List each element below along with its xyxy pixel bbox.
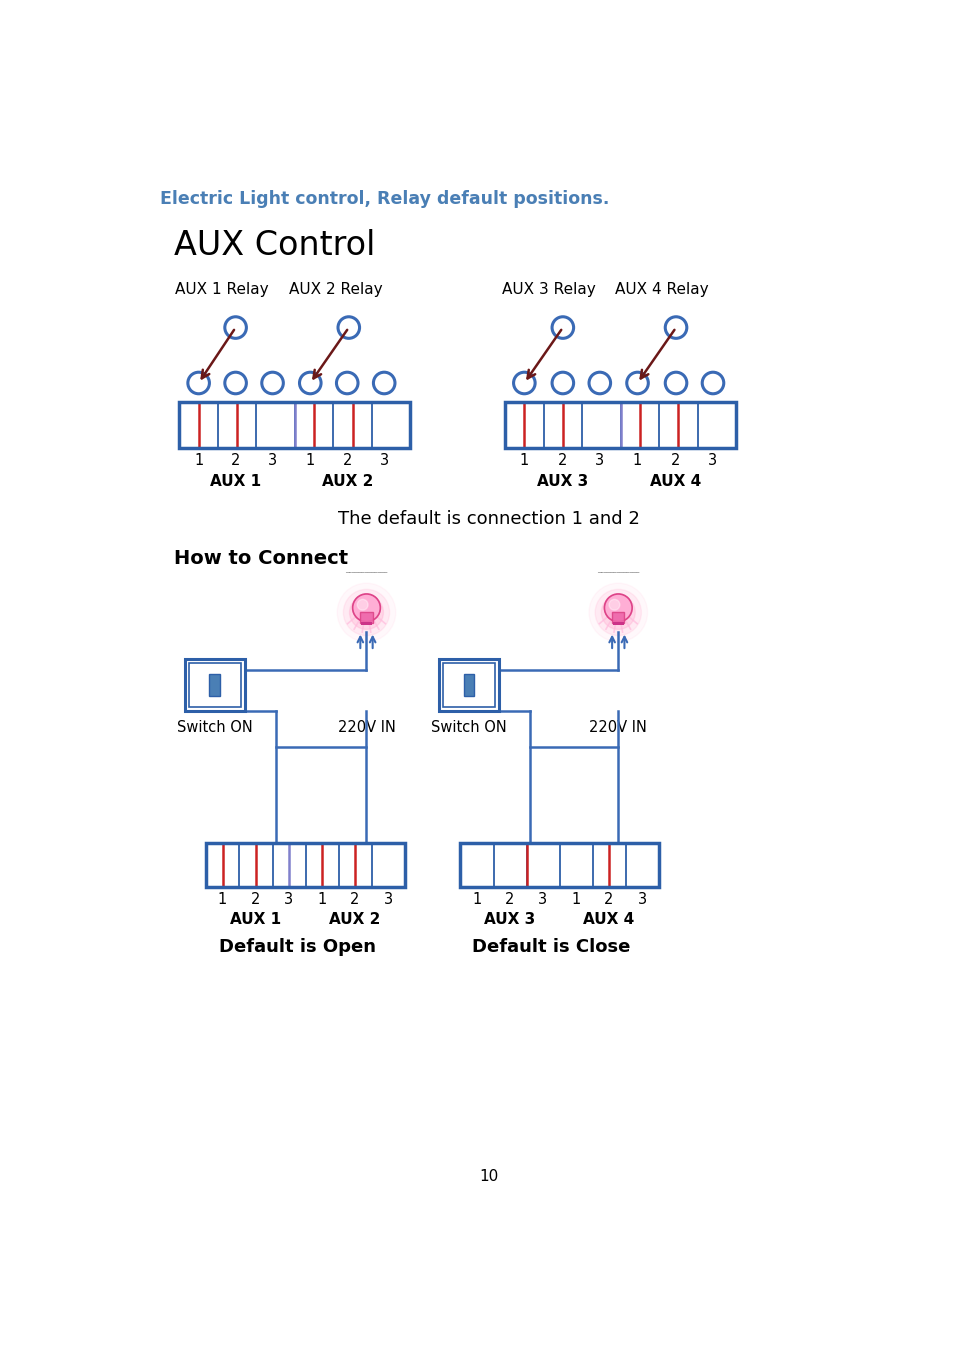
Text: AUX 1 Relay: AUX 1 Relay: [174, 282, 268, 297]
Text: 1: 1: [317, 892, 326, 907]
Text: ─────────────: ─────────────: [345, 571, 387, 576]
Text: AUX 3: AUX 3: [483, 913, 535, 927]
Bar: [438, 659, 498, 711]
Text: AUX Control: AUX Control: [173, 228, 375, 262]
Text: AUX 1: AUX 1: [230, 913, 281, 927]
Bar: [189, 663, 241, 707]
Circle shape: [336, 583, 395, 641]
Text: 3: 3: [637, 892, 646, 907]
Text: 10: 10: [478, 1169, 498, 1184]
Text: 220V IN: 220V IN: [589, 721, 646, 736]
Text: Switch ON: Switch ON: [176, 721, 253, 736]
Text: How to Connect: How to Connect: [173, 549, 348, 568]
Text: AUX 4: AUX 4: [583, 913, 634, 927]
Bar: [210, 674, 220, 695]
Text: 220V IN: 220V IN: [337, 721, 395, 736]
Text: 1: 1: [519, 454, 528, 468]
Circle shape: [608, 599, 619, 610]
Text: Electric Light control, Relay default positions.: Electric Light control, Relay default po…: [160, 190, 609, 208]
Bar: [185, 659, 245, 711]
Text: AUX 1: AUX 1: [210, 474, 261, 489]
Bar: [179, 402, 410, 448]
Text: 2: 2: [231, 454, 240, 468]
Text: 1: 1: [472, 892, 480, 907]
Text: 3: 3: [708, 454, 717, 468]
Text: 3: 3: [284, 892, 293, 907]
Circle shape: [595, 590, 640, 636]
Bar: [612, 613, 624, 624]
Text: 3: 3: [268, 454, 276, 468]
Text: 3: 3: [379, 454, 389, 468]
Text: AUX 3: AUX 3: [537, 474, 588, 489]
Text: 2: 2: [350, 892, 359, 907]
Bar: [361, 622, 372, 625]
Bar: [612, 622, 623, 625]
Text: ─────────────: ─────────────: [597, 571, 639, 576]
Text: The default is connection 1 and 2: The default is connection 1 and 2: [337, 509, 639, 528]
Circle shape: [343, 590, 389, 636]
Circle shape: [349, 595, 383, 629]
Text: Switch ON: Switch ON: [431, 721, 506, 736]
Circle shape: [588, 583, 647, 641]
Text: 2: 2: [342, 454, 352, 468]
Circle shape: [353, 594, 380, 622]
Text: 2: 2: [671, 454, 680, 468]
Text: 2: 2: [558, 454, 567, 468]
Text: 3: 3: [537, 892, 547, 907]
Text: Default is Open: Default is Open: [218, 938, 375, 956]
Bar: [360, 613, 373, 624]
Bar: [442, 663, 495, 707]
Bar: [463, 674, 474, 695]
Text: 1: 1: [571, 892, 580, 907]
Bar: [206, 844, 405, 887]
Text: 3: 3: [595, 454, 604, 468]
Text: AUX 4 Relay: AUX 4 Relay: [615, 282, 708, 297]
Text: 2: 2: [251, 892, 260, 907]
Text: AUX 4: AUX 4: [650, 474, 700, 489]
Text: 2: 2: [504, 892, 514, 907]
Circle shape: [356, 599, 368, 610]
Text: 1: 1: [632, 454, 641, 468]
Bar: [504, 402, 736, 448]
Text: AUX 2: AUX 2: [329, 913, 380, 927]
Circle shape: [604, 594, 632, 622]
Circle shape: [600, 595, 635, 629]
Bar: [460, 844, 659, 887]
Text: 1: 1: [217, 892, 227, 907]
Text: Default is Close: Default is Close: [472, 938, 630, 956]
Text: 2: 2: [603, 892, 613, 907]
Text: AUX 3 Relay: AUX 3 Relay: [501, 282, 596, 297]
Text: 1: 1: [305, 454, 314, 468]
Text: AUX 2 Relay: AUX 2 Relay: [289, 282, 382, 297]
Text: 1: 1: [193, 454, 203, 468]
Text: AUX 2: AUX 2: [321, 474, 373, 489]
Text: 3: 3: [383, 892, 393, 907]
